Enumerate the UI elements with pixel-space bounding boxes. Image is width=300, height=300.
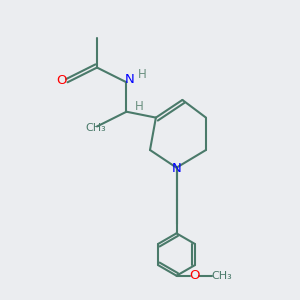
Text: CH₃: CH₃ — [211, 271, 232, 281]
Text: O: O — [189, 268, 200, 282]
Text: N: N — [172, 162, 182, 175]
Text: H: H — [134, 100, 143, 113]
Text: CH₃: CH₃ — [85, 123, 106, 133]
Text: O: O — [56, 74, 66, 87]
Text: N: N — [124, 74, 134, 86]
Text: H: H — [137, 68, 146, 81]
